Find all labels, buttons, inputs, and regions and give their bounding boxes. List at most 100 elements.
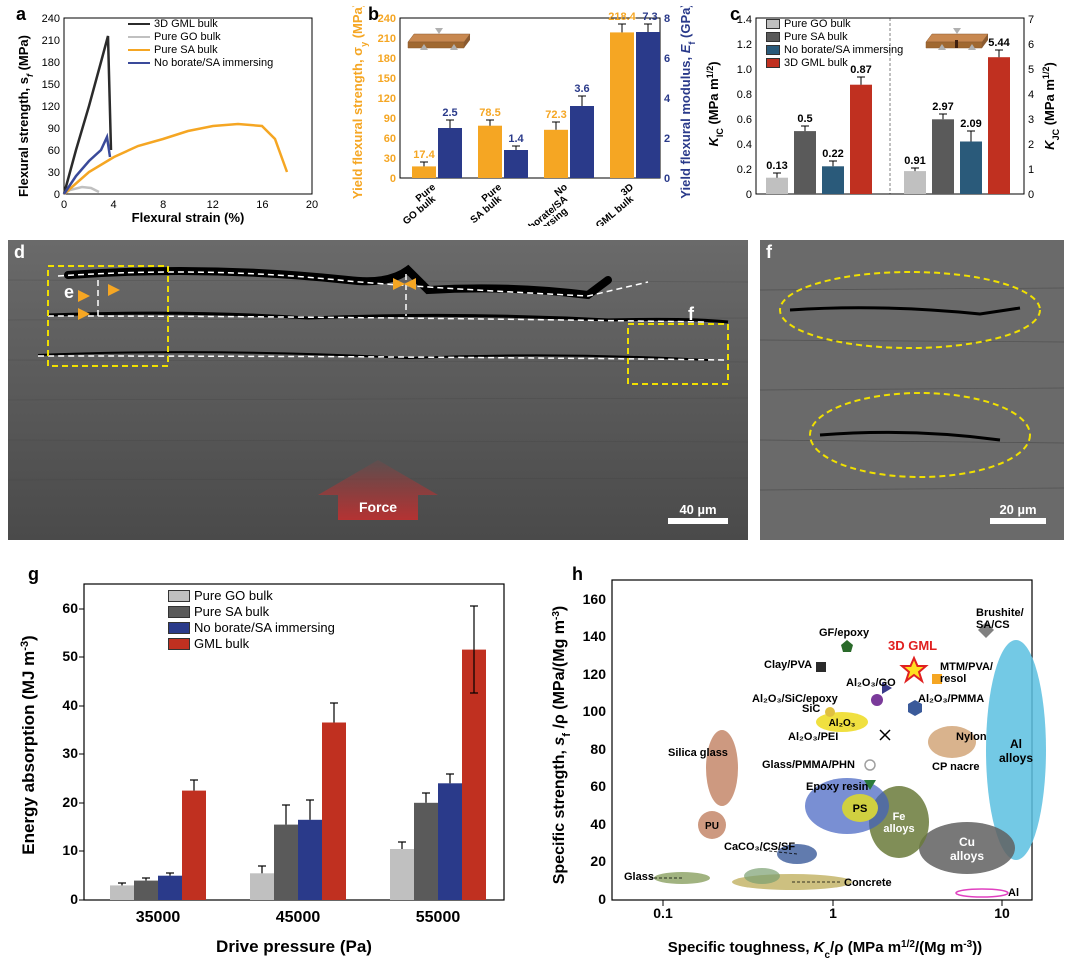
g-leg-gml: GML bulk xyxy=(194,636,249,651)
svg-text:Fe: Fe xyxy=(893,811,906,823)
svg-text:3D GML: 3D GML xyxy=(888,638,937,653)
svg-text:40: 40 xyxy=(62,697,78,713)
svg-text:7.3: 7.3 xyxy=(642,11,657,23)
svg-text:Al: Al xyxy=(1008,887,1019,899)
svg-text:218.4: 218.4 xyxy=(608,11,636,23)
svg-text:f: f xyxy=(688,304,695,324)
svg-text:60: 60 xyxy=(62,600,78,616)
svg-text:Al₂O₃/GO: Al₂O₃/GO xyxy=(846,677,896,689)
svg-text:0: 0 xyxy=(70,891,78,907)
svg-text:60: 60 xyxy=(384,133,396,145)
svg-text:150: 150 xyxy=(42,79,60,91)
panel-c: c 00.20.4 0.60.81.0 1.21.4 012 345 67 xyxy=(704,6,1064,226)
svg-text:Glass/PMMA/PHN: Glass/PMMA/PHN xyxy=(762,759,855,771)
svg-text:0.5: 0.5 xyxy=(797,113,812,125)
force-label: Force xyxy=(359,499,397,515)
svg-text:210: 210 xyxy=(42,35,60,47)
h-ylabel: Specific strength, sf /ρ (MPa/(Mg m-3) xyxy=(551,606,574,885)
svg-text:4: 4 xyxy=(1028,89,1034,101)
svg-text:2: 2 xyxy=(1028,139,1034,151)
panel-b-label: b xyxy=(368,4,379,25)
svg-text:0.13: 0.13 xyxy=(766,160,787,172)
a-xlabel: Flexural strain (%) xyxy=(132,210,245,225)
svg-text:3.6: 3.6 xyxy=(574,83,589,95)
svg-text:0.8: 0.8 xyxy=(737,89,752,101)
svg-text:1: 1 xyxy=(829,905,837,921)
svg-text:160: 160 xyxy=(583,591,607,607)
svg-text:10: 10 xyxy=(62,842,78,858)
c-legend: Pure GO bulk Pure SA bulk No borate/SA i… xyxy=(766,18,903,70)
svg-text:0.6: 0.6 xyxy=(737,114,752,126)
svg-text:PU: PU xyxy=(705,821,719,832)
svg-text:72.3: 72.3 xyxy=(545,109,566,121)
svg-text:60: 60 xyxy=(590,778,606,794)
a-legend: 3D GML bulk Pure GO bulk Pure SA bulk No… xyxy=(128,18,273,70)
svg-text:40: 40 xyxy=(590,816,606,832)
svg-text:90: 90 xyxy=(384,113,396,125)
b-ylabel-right: Yield flexural modulus, Ef (GPa) xyxy=(678,6,697,199)
svg-text:90: 90 xyxy=(48,123,60,135)
svg-text:0.91: 0.91 xyxy=(904,155,925,167)
svg-text:0.4: 0.4 xyxy=(737,139,752,151)
svg-text:alloys: alloys xyxy=(883,823,914,835)
d-scale: 40 µm xyxy=(679,502,716,517)
svg-text:50: 50 xyxy=(62,648,78,664)
svg-text:17.4: 17.4 xyxy=(413,149,435,161)
g-legend: Pure GO bulk Pure SA bulk No borate/SA i… xyxy=(168,588,335,652)
svg-text:0.22: 0.22 xyxy=(822,148,843,160)
panel-d-svg: e f Force 40 µm xyxy=(8,240,748,540)
panel-h: h 02040 6080100 120140160 0.1110 Al xyxy=(540,560,1064,960)
svg-text:20: 20 xyxy=(590,853,606,869)
legend-go: Pure GO bulk xyxy=(154,31,221,43)
g-leg-sa: Pure SA bulk xyxy=(194,604,269,619)
panel-b: b 03060 90120150 180210240 024 68 xyxy=(344,6,704,226)
svg-text:0: 0 xyxy=(390,173,396,185)
panel-g: g 01020 304050 60 xyxy=(8,560,528,960)
svg-text:1.2: 1.2 xyxy=(737,39,752,51)
svg-text:2.5: 2.5 xyxy=(442,107,457,119)
svg-text:4: 4 xyxy=(664,93,671,105)
svg-text:6: 6 xyxy=(1028,39,1034,51)
c-ylabel-left: KIC (MPa m1/2) xyxy=(705,61,725,146)
svg-text:240: 240 xyxy=(42,13,60,25)
svg-text:80: 80 xyxy=(590,741,606,757)
c-kic-bars xyxy=(766,85,872,194)
g-leg-go: Pure GO bulk xyxy=(194,588,273,603)
svg-text:120: 120 xyxy=(378,93,396,105)
svg-text:0.2: 0.2 xyxy=(737,164,752,176)
legend-sa: Pure SA bulk xyxy=(154,44,218,56)
panel-c-label: c xyxy=(730,4,740,25)
panel-f: 20 µm f xyxy=(760,240,1064,540)
svg-text:100: 100 xyxy=(583,703,607,719)
svg-text:Silica glass: Silica glass xyxy=(668,747,728,759)
svg-text:20: 20 xyxy=(62,794,78,810)
svg-text:180: 180 xyxy=(42,57,60,69)
svg-text:3: 3 xyxy=(1028,114,1034,126)
svg-text:1: 1 xyxy=(1028,164,1034,176)
svg-text:240: 240 xyxy=(378,13,396,25)
svg-text:0: 0 xyxy=(61,199,67,211)
g-x2: 55000 xyxy=(416,909,461,926)
svg-text:120: 120 xyxy=(583,666,607,682)
svg-text:6: 6 xyxy=(664,53,670,65)
svg-text:GML bulk: GML bulk xyxy=(594,194,636,226)
svg-text:30: 30 xyxy=(48,167,60,179)
panel-f-label: f xyxy=(766,242,772,263)
svg-text:GF/epoxy: GF/epoxy xyxy=(819,627,870,639)
c-leg-go: Pure GO bulk xyxy=(784,18,851,30)
svg-text:20: 20 xyxy=(306,199,318,211)
svg-text:4: 4 xyxy=(111,199,117,211)
svg-text:0: 0 xyxy=(1028,189,1034,201)
panel-g-label: g xyxy=(28,564,39,585)
svg-text:Al: Al xyxy=(1010,737,1022,751)
svg-text:78.5: 78.5 xyxy=(479,107,500,119)
c-ylabel-right: KJC (MPa m1/2) xyxy=(1041,62,1061,150)
svg-text:210: 210 xyxy=(378,33,396,45)
svg-text:Al₂O₃/SiC/epoxy: Al₂O₃/SiC/epoxy xyxy=(752,693,839,705)
svg-text:PS: PS xyxy=(853,803,868,815)
svg-text:1.4: 1.4 xyxy=(508,133,524,145)
panel-d-label: d xyxy=(14,242,25,263)
svg-text:30: 30 xyxy=(384,153,396,165)
panel-h-svg: 02040 6080100 120140160 0.1110 Al alloys… xyxy=(540,560,1064,960)
svg-text:120: 120 xyxy=(42,101,60,113)
